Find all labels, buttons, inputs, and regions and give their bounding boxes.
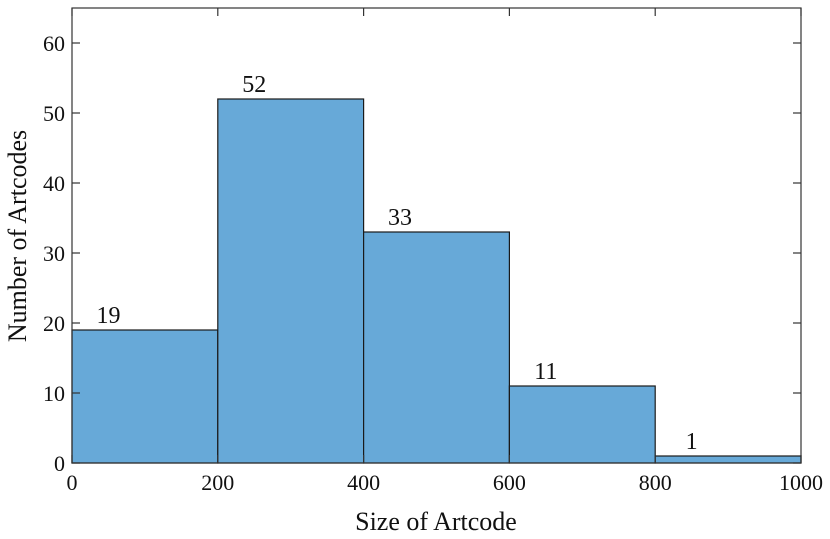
x-axis-title: Size of Artcode <box>355 507 517 536</box>
x-tick-label-3: 600 <box>493 470 526 495</box>
bar-value-label-3: 11 <box>534 359 557 385</box>
x-tick-label-5: 1000 <box>779 470 823 495</box>
x-tick-label-4: 800 <box>639 470 672 495</box>
x-tick-label-1: 200 <box>201 470 234 495</box>
x-tick-label-0: 0 <box>67 470 78 495</box>
plot-frame <box>71 7 802 464</box>
bar-value-label-1: 52 <box>242 72 266 98</box>
y-tick-label-4: 40 <box>43 171 65 196</box>
histogram-bar-1 <box>217 98 365 464</box>
y-tick-label-5: 50 <box>43 101 65 126</box>
bar-value-label-2: 33 <box>388 205 412 231</box>
histogram-bar-3 <box>508 385 656 464</box>
y-axis-title: Number of Artcodes <box>3 130 32 342</box>
bars-group <box>71 98 802 464</box>
histogram-bar-4 <box>654 455 802 464</box>
axes-group: 0 200 400 600 800 1000 0 10 20 30 40 50 60 <box>43 7 823 495</box>
bar-value-label-4: 1 <box>686 429 698 455</box>
y-tick-label-1: 10 <box>43 381 65 406</box>
y-tick-label-2: 20 <box>43 311 65 336</box>
histogram-bar-2 <box>363 231 511 464</box>
bar-value-label-0: 19 <box>96 303 120 329</box>
x-tick-label-2: 400 <box>347 470 380 495</box>
y-tick-label-6: 60 <box>43 31 65 56</box>
histogram-bar-0 <box>71 329 219 464</box>
y-tick-label-0: 0 <box>54 451 65 476</box>
y-tick-label-3: 30 <box>43 241 65 266</box>
